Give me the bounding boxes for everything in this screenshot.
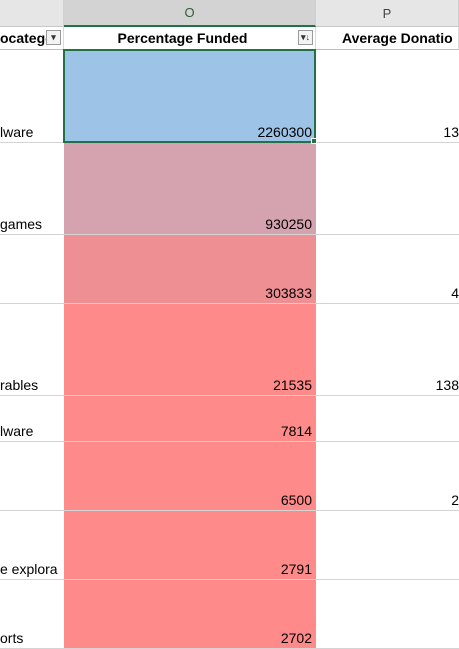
cell-percentage-funded[interactable]: 930250	[64, 143, 316, 234]
table-row: lware 2260300 13	[0, 50, 459, 143]
cell-subcategory[interactable]: lware	[0, 423, 34, 439]
cell-subcategory[interactable]	[0, 442, 64, 510]
filter-dropdown-icon[interactable]: ▾	[46, 30, 61, 45]
cell-average-donation[interactable]: 4	[451, 285, 459, 301]
header-subcategory: ocatego ▾	[0, 27, 64, 50]
cell-average-donation[interactable]	[316, 580, 459, 648]
cell-average-donation[interactable]: 2	[451, 492, 459, 508]
header-average-donation: Average Donatio	[316, 27, 459, 50]
table-row: orts 2702	[0, 580, 459, 649]
cell-percentage-funded[interactable]: 6500	[64, 442, 316, 510]
cell-percentage-funded[interactable]: 7814	[64, 396, 316, 441]
cell-subcategory[interactable]: orts	[0, 630, 24, 646]
header-percentage-funded: Percentage Funded ▾↓	[64, 27, 316, 50]
table-row: 303833 4	[0, 235, 459, 304]
cell-percentage-funded[interactable]: 21535	[64, 304, 316, 395]
table-row: lware 7814	[0, 396, 459, 442]
cell-percentage-funded[interactable]: 2702	[64, 580, 316, 648]
cell-average-donation[interactable]	[316, 511, 459, 579]
cell-average-donation[interactable]	[316, 396, 459, 441]
cell-percentage-funded[interactable]: 2791	[64, 511, 316, 579]
column-header-p[interactable]: P	[316, 0, 459, 27]
table-row: 6500 2	[0, 442, 459, 511]
header-average-donation-label: Average Donatio	[342, 30, 453, 46]
sort-descending-filter-icon[interactable]: ▾↓	[298, 30, 313, 45]
fill-handle[interactable]	[311, 138, 317, 144]
cell-subcategory[interactable]: lware	[0, 124, 34, 140]
cell-subcategory[interactable]: rables	[0, 377, 39, 393]
table-row: e explora 2791	[0, 511, 459, 580]
cell-average-donation[interactable]: 13	[443, 124, 459, 140]
cell-subcategory[interactable]: e explora	[0, 561, 58, 577]
cell-subcategory[interactable]	[0, 235, 64, 303]
table-row: games 930250	[0, 143, 459, 235]
table-row: rables 21535 138	[0, 304, 459, 396]
header-subcategory-label: ocatego	[0, 30, 54, 46]
header-percentage-funded-label: Percentage Funded	[117, 30, 248, 46]
cell-percentage-funded[interactable]: 303833	[64, 235, 316, 303]
cell-average-donation[interactable]: 138	[435, 377, 459, 393]
cell-percentage-funded[interactable]: 2260300	[64, 50, 316, 142]
column-header-n[interactable]	[0, 0, 64, 27]
cell-subcategory[interactable]: games	[0, 216, 43, 232]
column-header-o[interactable]: O	[64, 0, 316, 27]
cell-average-donation[interactable]	[316, 143, 459, 234]
